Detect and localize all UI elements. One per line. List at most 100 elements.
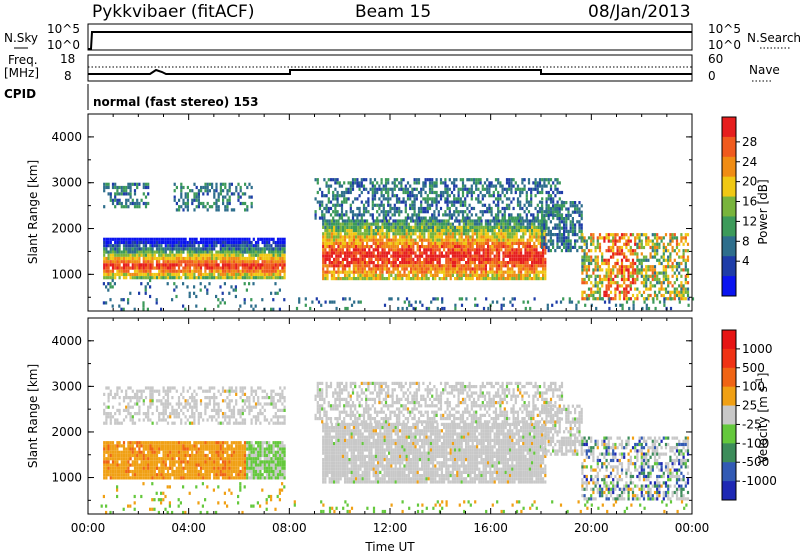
backscatter-cell bbox=[185, 205, 187, 208]
backscatter-cell bbox=[520, 264, 522, 267]
backscatter-cell bbox=[563, 230, 565, 233]
backscatter-cell bbox=[185, 241, 187, 244]
backscatter-cell bbox=[346, 235, 348, 238]
backscatter-cell bbox=[542, 264, 544, 267]
backscatter-cell bbox=[108, 454, 110, 457]
backscatter-cell bbox=[474, 271, 476, 274]
backscatter-cell bbox=[176, 257, 178, 260]
backscatter-cell bbox=[207, 183, 209, 186]
backscatter-cell bbox=[204, 238, 206, 241]
backscatter-cell bbox=[250, 298, 252, 301]
backscatter-cell bbox=[476, 223, 478, 226]
backscatter-cell bbox=[141, 270, 143, 273]
backscatter-cell bbox=[509, 274, 511, 277]
backscatter-cell bbox=[335, 271, 337, 274]
backscatter-cell bbox=[198, 257, 200, 260]
backscatter-cell bbox=[105, 457, 107, 460]
backscatter-cell bbox=[264, 241, 266, 244]
backscatter-cell bbox=[469, 191, 471, 194]
backscatter-cell bbox=[231, 183, 233, 186]
backscatter-cell bbox=[436, 217, 438, 220]
backscatter-cell bbox=[483, 274, 485, 277]
backscatter-cell bbox=[204, 276, 206, 279]
backscatter-cell bbox=[357, 251, 359, 254]
backscatter-cell bbox=[246, 208, 248, 211]
backscatter-cell bbox=[180, 263, 182, 266]
backscatter-cell bbox=[475, 197, 477, 200]
backscatter-cell bbox=[498, 232, 500, 235]
backscatter-cell bbox=[472, 271, 474, 274]
backscatter-cell bbox=[476, 219, 478, 222]
backscatter-cell bbox=[331, 219, 333, 222]
backscatter-cell bbox=[533, 255, 535, 258]
backscatter-cell bbox=[497, 181, 499, 184]
backscatter-cell bbox=[174, 263, 176, 266]
backscatter-cell bbox=[491, 229, 493, 232]
backscatter-cell bbox=[454, 242, 456, 245]
backscatter-cell bbox=[273, 260, 275, 263]
backscatter-cell bbox=[533, 258, 535, 261]
backscatter-cell bbox=[147, 183, 149, 186]
backscatter-cell bbox=[447, 274, 449, 277]
backscatter-cell bbox=[231, 244, 233, 247]
backscatter-cell bbox=[422, 181, 424, 184]
backscatter-cell bbox=[541, 201, 543, 204]
backscatter-cell bbox=[469, 229, 471, 232]
backscatter-cell bbox=[478, 264, 480, 267]
backscatter-cell bbox=[392, 235, 394, 238]
backscatter-cell bbox=[680, 262, 682, 265]
backscatter-cell bbox=[417, 258, 419, 261]
backscatter-cell bbox=[362, 232, 364, 235]
backscatter-cell bbox=[351, 261, 353, 264]
backscatter-cell bbox=[467, 248, 469, 251]
backscatter-cell bbox=[588, 278, 590, 281]
backscatter-cell bbox=[345, 188, 347, 191]
backscatter-cell bbox=[427, 178, 429, 181]
backscatter-cell bbox=[163, 241, 165, 244]
backscatter-cell bbox=[352, 201, 354, 204]
backscatter-cell bbox=[406, 255, 408, 258]
backscatter-cell bbox=[419, 267, 421, 270]
backscatter-cell bbox=[359, 188, 361, 191]
backscatter-cell bbox=[326, 255, 328, 258]
backscatter-cell bbox=[284, 260, 286, 263]
backscatter-cell bbox=[496, 248, 498, 251]
backscatter-cell bbox=[342, 264, 344, 267]
backscatter-cell bbox=[572, 227, 574, 230]
backscatter-cell bbox=[680, 268, 682, 271]
backscatter-cell bbox=[103, 448, 105, 451]
backscatter-cell bbox=[486, 207, 488, 210]
backscatter-cell bbox=[273, 251, 275, 254]
backscatter-cell bbox=[348, 181, 350, 184]
backscatter-cell bbox=[458, 201, 460, 204]
backscatter-cell bbox=[414, 204, 416, 207]
backscatter-cell bbox=[226, 199, 228, 202]
backscatter-cell bbox=[526, 217, 528, 220]
backscatter-cell bbox=[331, 226, 333, 229]
backscatter-cell bbox=[397, 267, 399, 270]
backscatter-cell bbox=[434, 242, 436, 245]
backscatter-cell bbox=[379, 235, 381, 238]
backscatter-cell bbox=[603, 236, 605, 239]
backscatter-cell bbox=[463, 274, 465, 277]
backscatter-cell bbox=[433, 181, 435, 184]
backscatter-cell bbox=[552, 233, 554, 236]
backscatter-cell bbox=[222, 263, 224, 266]
backscatter-cell bbox=[436, 185, 438, 188]
backscatter-cell bbox=[545, 207, 547, 210]
backscatter-cell bbox=[110, 441, 112, 444]
backscatter-cell bbox=[352, 217, 354, 220]
backscatter-cell bbox=[661, 288, 663, 291]
backscatter-cell bbox=[511, 271, 513, 274]
backscatter-cell bbox=[355, 271, 357, 274]
backscatter-cell bbox=[410, 248, 412, 251]
backscatter-cell bbox=[531, 251, 533, 254]
backscatter-cell bbox=[384, 277, 386, 280]
backscatter-cell bbox=[341, 213, 343, 216]
backscatter-cell bbox=[114, 260, 116, 263]
backscatter-cell bbox=[125, 247, 127, 250]
backscatter-cell bbox=[136, 263, 138, 266]
backscatter-cell bbox=[659, 301, 661, 304]
backscatter-cell bbox=[251, 273, 253, 276]
backscatter-cell bbox=[335, 251, 337, 254]
